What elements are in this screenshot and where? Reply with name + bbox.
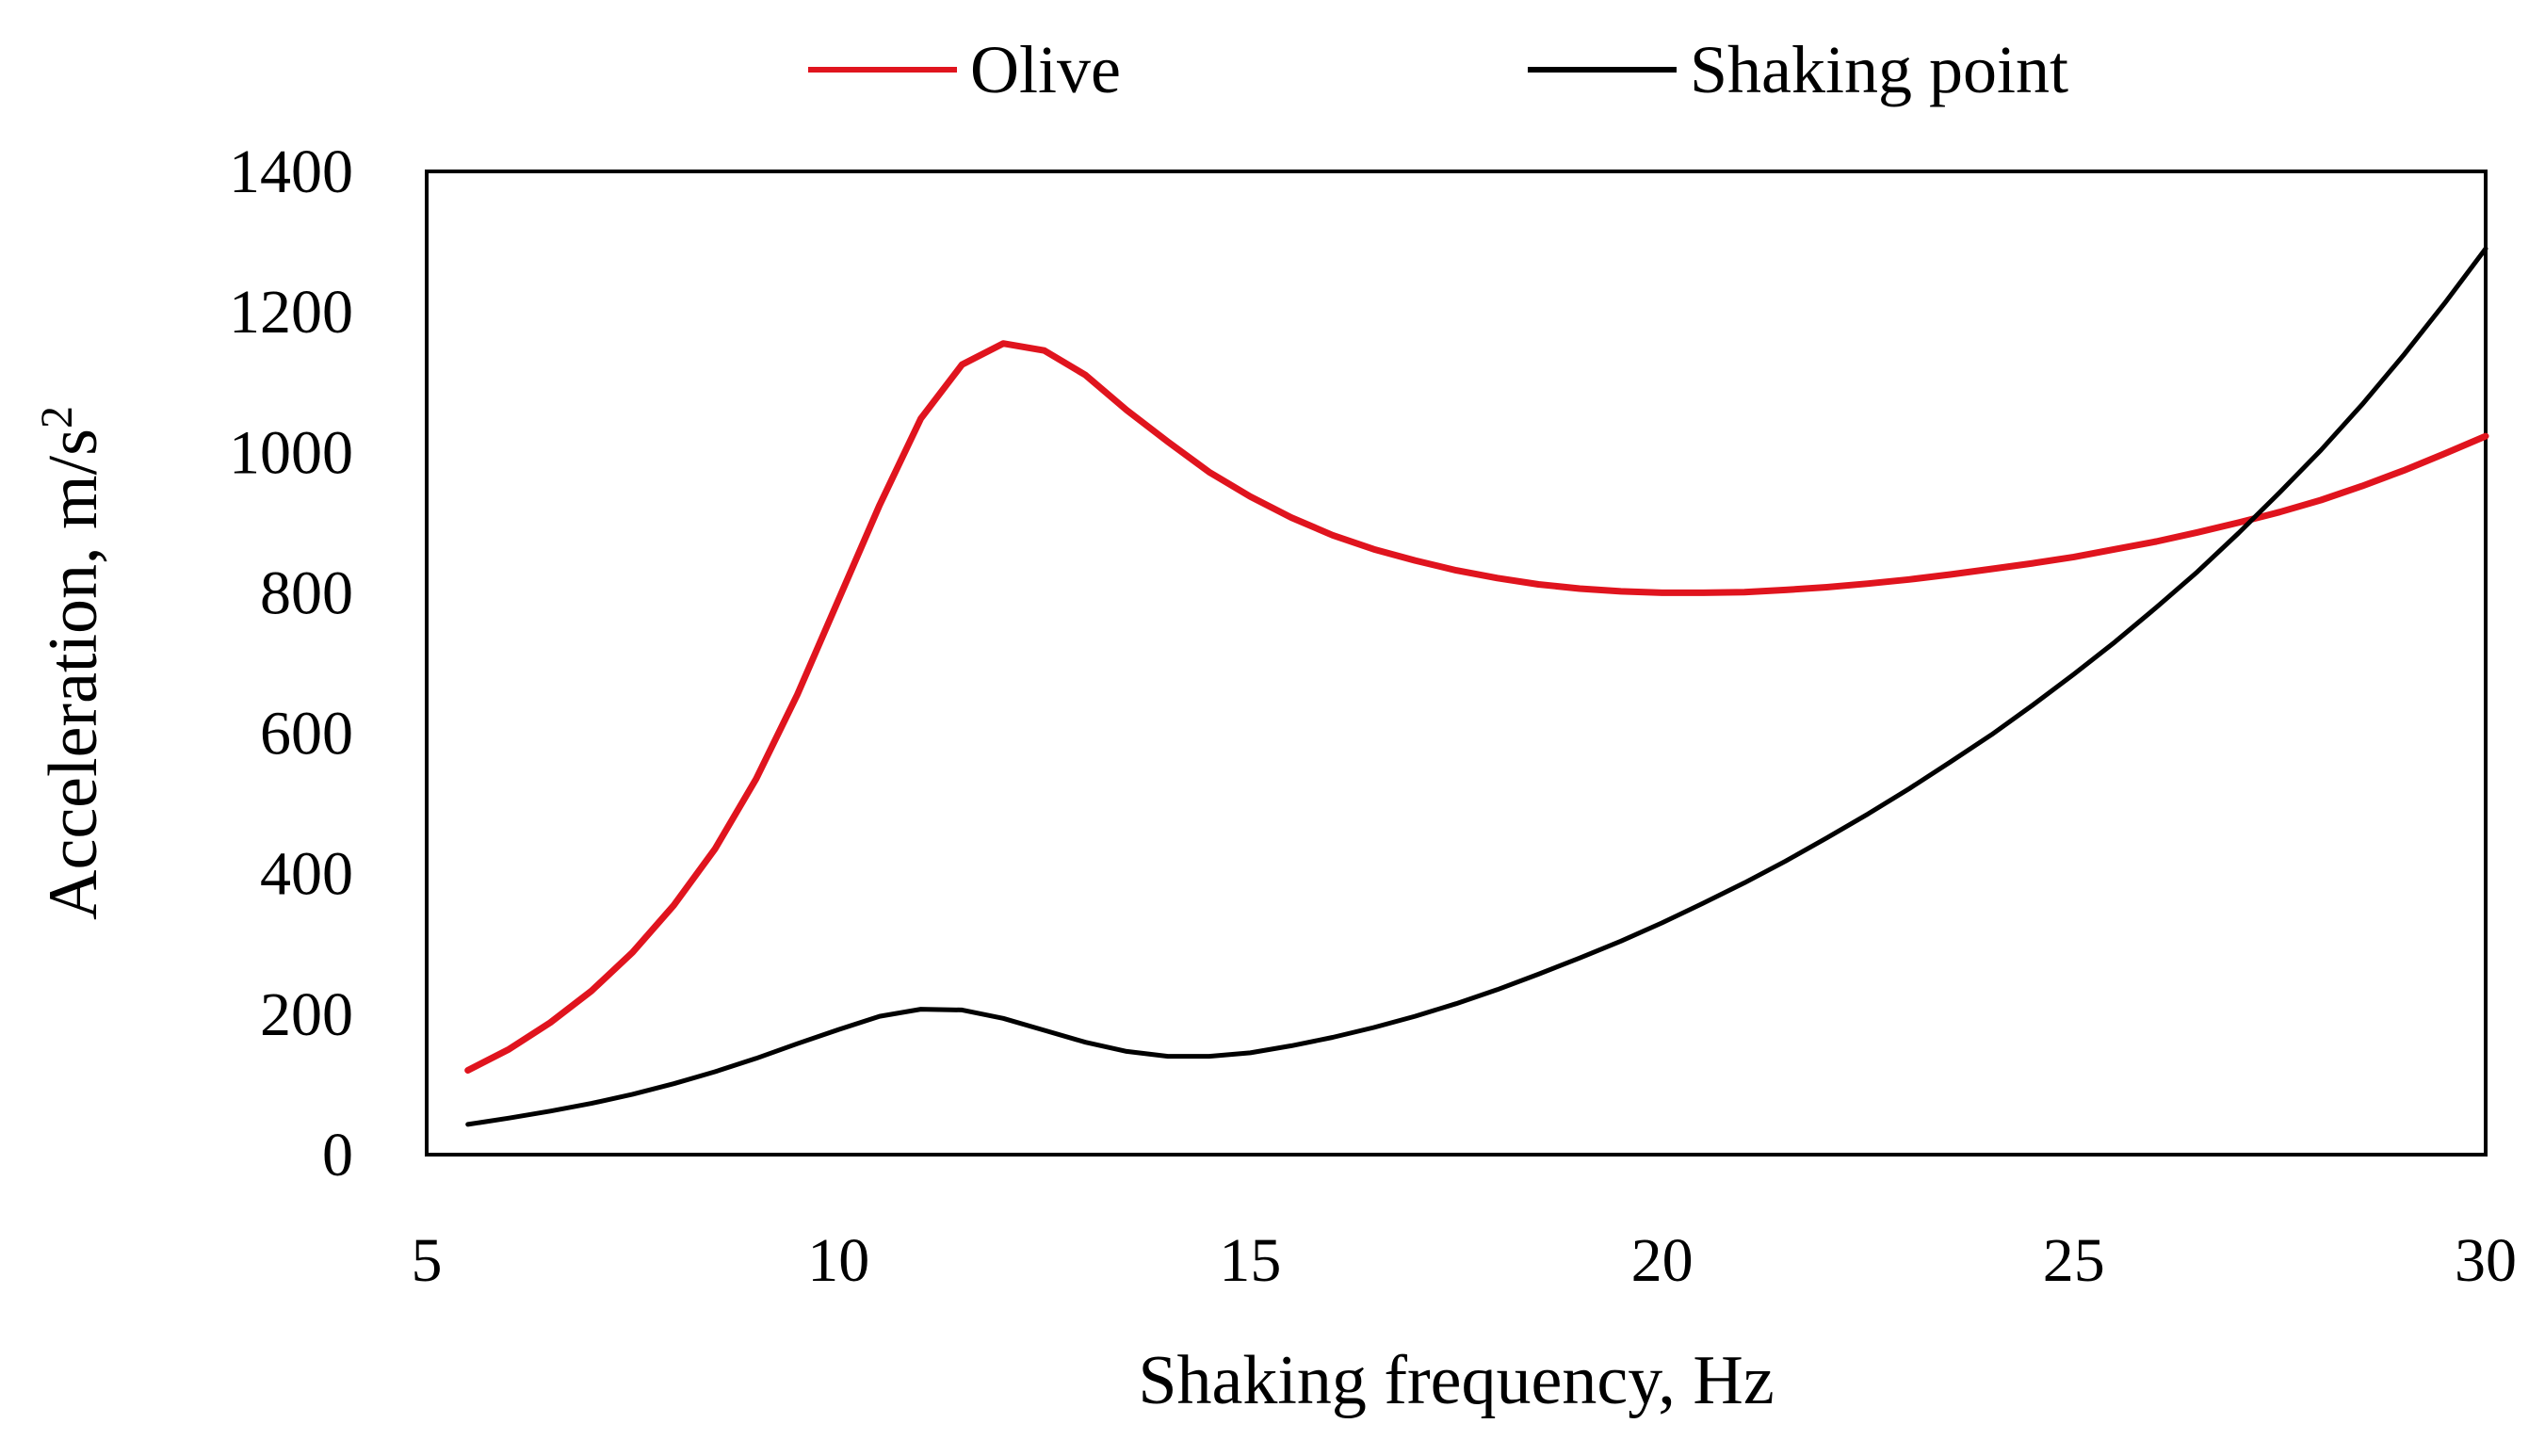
series-line-olive [464,340,2489,1074]
legend-label-shaking-point: Shaking point [1690,32,2068,107]
x-tick-label: 30 [2455,1226,2517,1295]
x-tick-label: 10 [807,1226,869,1295]
y-tick-label: 0 [322,1121,353,1189]
series-line-shaking-point [465,246,2488,1127]
x-tick-label: 25 [2043,1226,2105,1295]
legend-label-olive: Olive [970,32,1121,107]
y-tick-label: 200 [260,980,353,1049]
x-tick-label: 5 [412,1226,443,1295]
y-axis-title-main: Acceleration, m/s [35,429,112,920]
y-axis-title-superscript: 2 [32,406,82,429]
x-tick-label: 15 [1219,1226,1281,1295]
x-axis: 5 10 15 20 25 30 [412,1226,2518,1295]
legend: Olive Shaking point [808,32,2068,107]
y-axis-title: Acceleration, m/s2 [32,406,112,920]
y-tick-label: 1400 [229,138,353,206]
series-group [464,246,2489,1127]
y-tick-label: 800 [260,558,353,627]
plot-area [425,170,2488,1157]
y-axis: 0 200 400 600 800 1000 1200 1400 [229,138,353,1189]
x-axis-title: Shaking frequency, Hz [1138,1342,1774,1419]
y-tick-label: 600 [260,700,353,768]
y-tick-label: 1000 [229,418,353,487]
x-tick-label: 20 [1631,1226,1694,1295]
y-tick-label: 1200 [229,278,353,347]
y-tick-label: 400 [260,840,353,909]
